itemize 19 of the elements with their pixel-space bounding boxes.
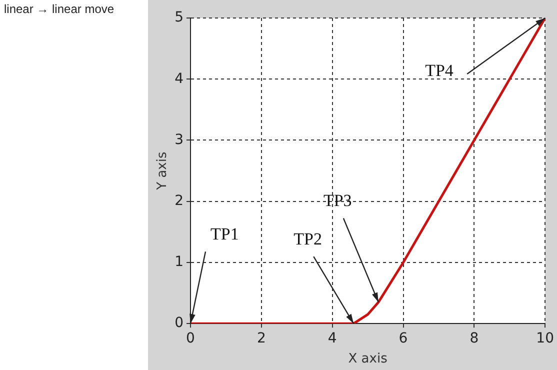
y-tick-label: 4 — [174, 70, 184, 87]
y-tick-label: 2 — [174, 193, 184, 209]
annotation: TP4 — [425, 60, 454, 80]
y-tick-label: 5 — [174, 10, 184, 26]
y-tick-label: 3 — [174, 132, 184, 148]
annotation: TP2 — [294, 230, 322, 249]
text: linear → linear move — [4, 2, 114, 16]
x-tick-label: 6 — [398, 330, 408, 347]
y-tick-label: 0 — [174, 315, 184, 332]
annotation: TP1 — [210, 224, 239, 244]
x-tick-label: 10 — [536, 330, 554, 347]
annotation: TP3 — [323, 191, 352, 210]
x-tick-label: 2 — [256, 330, 266, 347]
y-tick-label: 1 — [174, 254, 184, 270]
x-tick-label: 8 — [470, 330, 479, 347]
x-tick-label: 0 — [186, 330, 195, 347]
x-tick-label: 4 — [328, 330, 337, 347]
x-axis-title: X axis — [348, 352, 388, 367]
y-axis-title: Y axis — [155, 152, 170, 191]
